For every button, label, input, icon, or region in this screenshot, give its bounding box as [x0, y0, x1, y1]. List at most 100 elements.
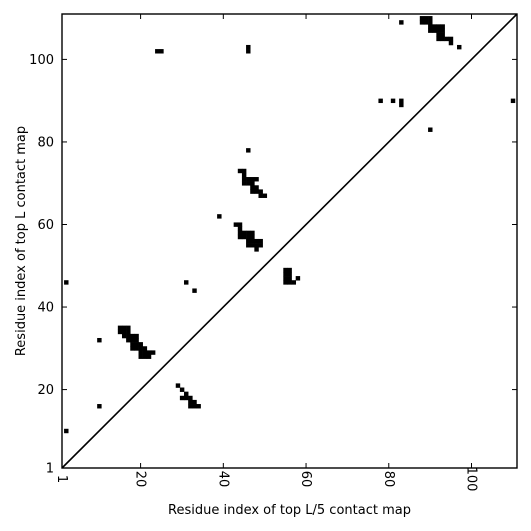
contact-cell-upper: [262, 193, 268, 198]
contact-cell-lower: [423, 20, 429, 25]
contact-cell-lower: [428, 28, 433, 33]
contact-cell-lower: [436, 28, 441, 33]
contact-cell-upper: [64, 428, 69, 434]
contact-cell-upper: [241, 168, 247, 174]
contact-cell-lower: [399, 98, 404, 104]
contact-cell-upper: [283, 280, 288, 285]
contact-cell-upper: [250, 181, 255, 186]
contact-cell-upper: [134, 333, 139, 339]
contact-cell-upper: [246, 238, 251, 244]
contact-cell-upper: [184, 391, 189, 397]
contact-cell-upper: [121, 325, 127, 331]
contact-cell-lower: [428, 127, 433, 132]
contact-cell-upper: [287, 271, 292, 277]
contact-cell-upper: [246, 181, 251, 186]
contact-cell-upper: [179, 387, 185, 392]
contact-cell-upper: [146, 350, 152, 355]
contact-cell-lower: [510, 98, 516, 104]
contact-cell-upper: [217, 214, 222, 219]
plot-frame: [61, 13, 518, 469]
contact-cell-upper: [233, 222, 239, 227]
contact-cell-upper: [295, 276, 301, 281]
contact-cell-upper: [188, 399, 193, 405]
contact-cell-upper: [241, 177, 247, 182]
contact-cell-upper: [250, 185, 255, 190]
contact-cell-lower: [440, 36, 445, 42]
contact-cell-lower: [436, 32, 441, 37]
contact-cell-lower: [432, 24, 437, 29]
contact-cell-upper: [283, 276, 288, 281]
contact-cell-upper: [188, 404, 193, 409]
y-tick-label: 80: [37, 135, 54, 150]
contact-cell-lower: [448, 36, 454, 42]
contact-cell-upper: [258, 238, 263, 244]
contact-cell-lower: [436, 24, 441, 29]
contact-cell-upper: [246, 49, 251, 54]
contact-cell-lower: [423, 16, 429, 21]
y-tick-label: 60: [37, 218, 54, 233]
contact-cell-upper: [184, 280, 189, 285]
contact-cell-lower: [419, 16, 425, 21]
contact-cell-upper: [241, 181, 247, 186]
contact-cell-lower: [440, 32, 445, 37]
contact-cell-upper: [138, 350, 143, 355]
contact-cell-upper: [134, 346, 139, 351]
contact-cell-lower: [432, 28, 437, 33]
contact-cell-upper: [117, 329, 123, 335]
contact-cell-upper: [121, 333, 127, 339]
diagonal-line: [61, 13, 518, 469]
contact-cell-upper: [138, 354, 143, 359]
contact-cell-upper: [254, 185, 259, 190]
contact-cell-upper: [126, 329, 131, 335]
contact-cell-upper: [250, 189, 255, 194]
contact-cell-upper: [250, 243, 255, 248]
contact-cell-upper: [192, 288, 197, 293]
contact-cell-upper: [175, 383, 181, 388]
contact-cell-upper: [130, 337, 135, 343]
contact-cell-upper: [250, 238, 255, 244]
contact-cell-upper: [117, 325, 123, 331]
contact-cell-upper: [250, 230, 255, 236]
contact-cell-upper: [241, 230, 247, 236]
contact-cell-upper: [192, 404, 197, 409]
contact-cell-upper: [237, 222, 243, 227]
contact-cell-upper: [241, 234, 247, 240]
contact-cell-upper: [196, 404, 201, 409]
contact-cells: [64, 16, 516, 434]
contact-cell-upper: [254, 243, 259, 248]
contact-cell-lower: [440, 28, 445, 33]
x-tick-label: 80: [381, 471, 396, 488]
contact-cell-upper: [237, 230, 243, 236]
contact-cell-upper: [258, 243, 263, 248]
contact-cell-upper: [291, 280, 297, 285]
contact-cell-upper: [179, 395, 185, 401]
contact-cell-upper: [142, 350, 148, 355]
y-tick-label: 20: [37, 383, 54, 398]
contact-cell-lower: [399, 102, 404, 108]
contact-cell-upper: [237, 234, 243, 240]
contact-cell-upper: [287, 267, 292, 273]
contact-cell-upper: [121, 329, 127, 335]
contact-cell-upper: [126, 325, 131, 331]
contact-cell-upper: [130, 333, 135, 339]
y-axis-label: Residue index of top L contact map: [14, 126, 29, 356]
contact-cell-upper: [130, 342, 135, 347]
contact-cell-upper: [246, 243, 251, 248]
x-tick-label: 60: [298, 471, 313, 488]
contact-cell-upper: [283, 271, 288, 277]
contact-cell-upper: [283, 267, 288, 273]
contact-cell-upper: [254, 189, 259, 194]
contact-cell-upper: [126, 333, 131, 339]
contact-cell-lower: [444, 36, 450, 42]
x-tick-label: 40: [215, 471, 230, 488]
contact-cell-upper: [64, 280, 69, 285]
contact-cell-upper: [241, 172, 247, 178]
contact-cell-upper: [254, 177, 259, 182]
contact-cell-upper: [138, 342, 143, 347]
contact-cell-upper: [142, 354, 148, 359]
contact-cell-upper: [246, 177, 251, 182]
contact-cell-lower: [399, 20, 404, 25]
contact-cell-upper: [142, 346, 148, 351]
y-tick-label: 40: [37, 301, 54, 316]
